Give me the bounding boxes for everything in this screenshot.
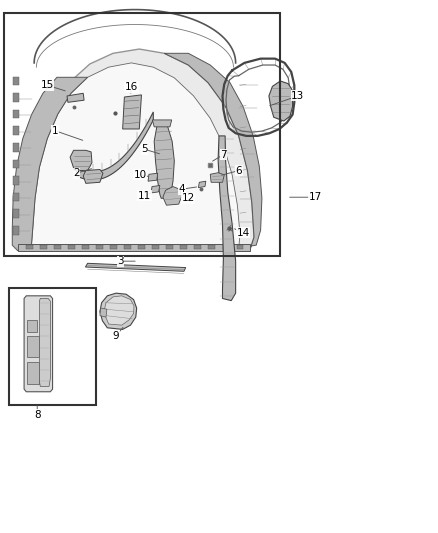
Text: 11: 11 [138, 191, 151, 200]
Polygon shape [82, 245, 89, 249]
Polygon shape [32, 63, 240, 248]
Polygon shape [269, 81, 293, 121]
Polygon shape [138, 245, 145, 249]
Polygon shape [223, 245, 229, 249]
Text: 17: 17 [309, 192, 322, 202]
Polygon shape [12, 77, 88, 251]
Polygon shape [198, 181, 206, 188]
Polygon shape [218, 136, 236, 301]
Text: 5: 5 [141, 144, 148, 154]
Text: 15: 15 [41, 80, 54, 90]
Polygon shape [148, 173, 158, 181]
Text: 9: 9 [113, 331, 120, 341]
Text: 7: 7 [220, 150, 227, 159]
Polygon shape [124, 245, 131, 249]
Text: 2: 2 [73, 168, 80, 178]
Polygon shape [70, 150, 92, 171]
Polygon shape [100, 293, 137, 329]
Text: 3: 3 [117, 256, 124, 266]
Polygon shape [110, 245, 117, 249]
Polygon shape [68, 245, 75, 249]
Polygon shape [13, 77, 19, 85]
Polygon shape [180, 245, 187, 249]
Polygon shape [83, 169, 103, 183]
Polygon shape [13, 176, 19, 185]
Polygon shape [163, 187, 182, 205]
Polygon shape [13, 110, 19, 118]
Polygon shape [210, 173, 224, 182]
Polygon shape [13, 160, 19, 168]
Polygon shape [13, 226, 19, 235]
Polygon shape [54, 245, 61, 249]
Polygon shape [151, 185, 160, 193]
Polygon shape [13, 93, 19, 102]
Polygon shape [13, 126, 19, 135]
Polygon shape [164, 53, 262, 251]
Polygon shape [13, 193, 19, 201]
Polygon shape [26, 245, 33, 249]
Text: 14: 14 [237, 228, 250, 238]
Polygon shape [40, 245, 47, 249]
Polygon shape [27, 336, 39, 357]
Polygon shape [104, 296, 134, 325]
Bar [9, 288, 96, 405]
Polygon shape [100, 308, 107, 317]
Polygon shape [13, 143, 19, 151]
Polygon shape [123, 95, 141, 129]
Text: 1: 1 [51, 126, 58, 135]
Polygon shape [194, 245, 201, 249]
Polygon shape [77, 112, 153, 180]
Polygon shape [67, 93, 84, 102]
Polygon shape [237, 245, 243, 249]
Polygon shape [18, 244, 250, 251]
Polygon shape [27, 320, 37, 332]
Polygon shape [85, 263, 186, 271]
Bar [4, 13, 280, 256]
Polygon shape [27, 362, 39, 384]
Polygon shape [39, 298, 50, 386]
Text: 12: 12 [182, 193, 195, 203]
Polygon shape [152, 120, 172, 127]
Text: 4: 4 [178, 184, 185, 194]
Polygon shape [24, 296, 53, 392]
Polygon shape [96, 245, 103, 249]
Polygon shape [18, 49, 254, 251]
Polygon shape [166, 245, 173, 249]
Polygon shape [13, 209, 19, 218]
Text: 16: 16 [125, 83, 138, 92]
Polygon shape [152, 245, 159, 249]
Text: 10: 10 [134, 170, 147, 180]
Polygon shape [154, 121, 174, 198]
Text: 8: 8 [34, 410, 41, 419]
Polygon shape [208, 245, 215, 249]
Text: 13: 13 [291, 91, 304, 101]
Text: 6: 6 [235, 166, 242, 175]
